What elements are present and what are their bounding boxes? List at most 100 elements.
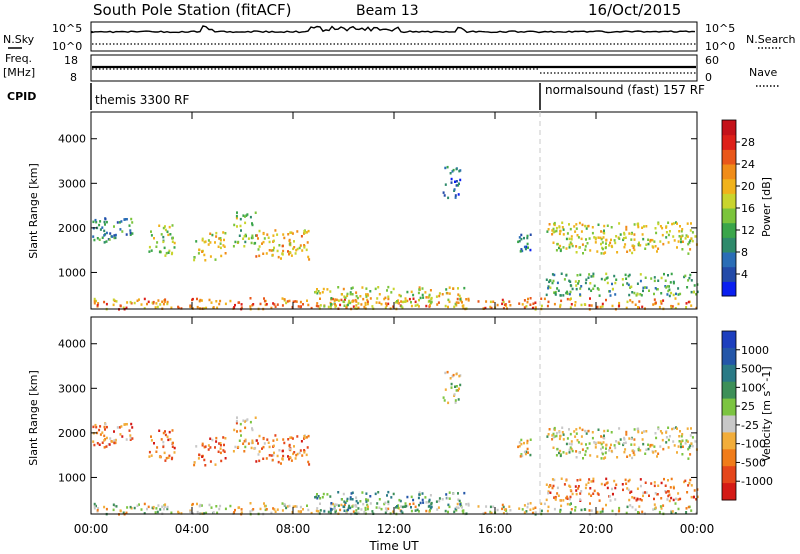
scatter-cell	[672, 281, 675, 285]
scatter-cell	[561, 226, 564, 229]
scatter-cell	[613, 274, 616, 278]
scatter-cell	[169, 233, 172, 236]
scatter-cell	[658, 305, 661, 309]
scatter-cell	[457, 287, 459, 290]
scatter-cell	[555, 431, 558, 435]
scatter-cell	[637, 306, 639, 309]
scatter-cell	[246, 213, 249, 216]
scatter-cell	[377, 491, 380, 494]
scatter-cell	[451, 170, 454, 173]
scatter-cell	[637, 225, 640, 229]
scatter-cell	[397, 299, 400, 302]
scatter-cell	[214, 446, 216, 449]
scatter-cell	[587, 276, 590, 279]
scatter-cell	[151, 301, 154, 305]
scatter-cell	[385, 304, 388, 307]
scatter-cell	[590, 480, 593, 483]
power-panel	[92, 165, 699, 311]
scatter-cell	[628, 293, 631, 297]
scatter-cell	[93, 502, 96, 506]
scatter-cell	[351, 293, 354, 296]
scatter-cell	[92, 235, 95, 238]
scatter-cell	[410, 301, 412, 304]
scatter-cell	[94, 423, 97, 427]
scatter-cell	[128, 224, 131, 227]
scatter-cell	[444, 304, 447, 308]
colorbar-tick-label: 100	[741, 381, 762, 394]
scatter-cell	[618, 237, 621, 240]
y-tick-label: 4000	[58, 338, 86, 351]
scatter-cell	[204, 259, 207, 262]
scatter-cell	[416, 508, 419, 512]
scatter-cell	[523, 245, 526, 249]
scatter-cell	[593, 489, 596, 493]
scatter-cell	[559, 453, 562, 456]
scatter-cell	[93, 302, 96, 305]
scatter-cell	[278, 244, 281, 247]
scatter-cell	[162, 507, 165, 511]
scatter-cell	[343, 304, 346, 307]
scatter-cell	[679, 497, 682, 501]
scatter-cell	[688, 446, 691, 449]
scatter-cell	[244, 426, 247, 430]
power-colorbar-label: Power [dB]	[760, 177, 773, 237]
scatter-cell	[508, 300, 511, 303]
scatter-cell	[352, 305, 355, 308]
scatter-cell	[684, 479, 687, 483]
scatter-cell	[606, 481, 609, 484]
scatter-cell	[639, 279, 642, 283]
scatter-cell	[214, 241, 216, 244]
colorbar-swatch	[722, 193, 736, 209]
scatter-cell	[557, 494, 560, 497]
scatter-cell	[639, 293, 642, 296]
date-title: 16/Oct/2015	[588, 1, 681, 19]
scatter-cell	[661, 226, 664, 230]
scatter-cell	[215, 231, 218, 235]
scatter-cell	[154, 511, 157, 514]
scatter-cell	[450, 382, 453, 386]
scatter-cell	[317, 510, 320, 513]
scatter-cell	[656, 288, 659, 291]
scatter-cell	[234, 445, 237, 449]
scatter-cell	[403, 300, 406, 303]
scatter-cell	[589, 487, 592, 490]
scatter-cell	[362, 502, 365, 506]
scatter-cell	[164, 225, 166, 228]
scatter-cell	[193, 461, 196, 464]
scatter-cell	[384, 507, 387, 510]
scatter-cell	[355, 304, 358, 307]
scatter-cell	[341, 498, 343, 501]
x-axis-label: Time UT	[368, 539, 419, 553]
scatter-cell	[671, 510, 674, 513]
scatter-cell	[254, 211, 257, 214]
scatter-cell	[626, 455, 629, 458]
scatter-cell	[569, 290, 572, 294]
scatter-cell	[303, 230, 306, 233]
scatter-cell	[270, 306, 273, 310]
scatter-cell	[639, 244, 642, 247]
scatter-cell	[603, 278, 606, 282]
scatter-cell	[335, 503, 338, 507]
scatter-cell	[257, 453, 260, 456]
scatter-cell	[575, 489, 578, 492]
scatter-cell	[140, 508, 143, 511]
scatter-cell	[414, 509, 417, 512]
scatter-cell	[457, 301, 460, 304]
scatter-cell	[454, 401, 457, 404]
scatter-cell	[355, 496, 358, 499]
scatter-cell	[525, 245, 528, 249]
scatter-cell	[586, 242, 589, 245]
colorbar-swatch	[722, 164, 736, 180]
scatter-cell	[258, 245, 261, 248]
scatter-cell	[547, 285, 550, 288]
scatter-cell	[207, 239, 210, 242]
scatter-cell	[335, 298, 338, 302]
scatter-cell	[644, 276, 647, 279]
scatter-cell	[670, 291, 673, 295]
scatter-cell	[618, 509, 621, 512]
scatter-cell	[580, 508, 583, 512]
scatter-cell	[296, 230, 299, 233]
scatter-cell	[305, 231, 308, 234]
scatter-cell	[355, 509, 358, 512]
scatter-cell	[556, 281, 559, 285]
